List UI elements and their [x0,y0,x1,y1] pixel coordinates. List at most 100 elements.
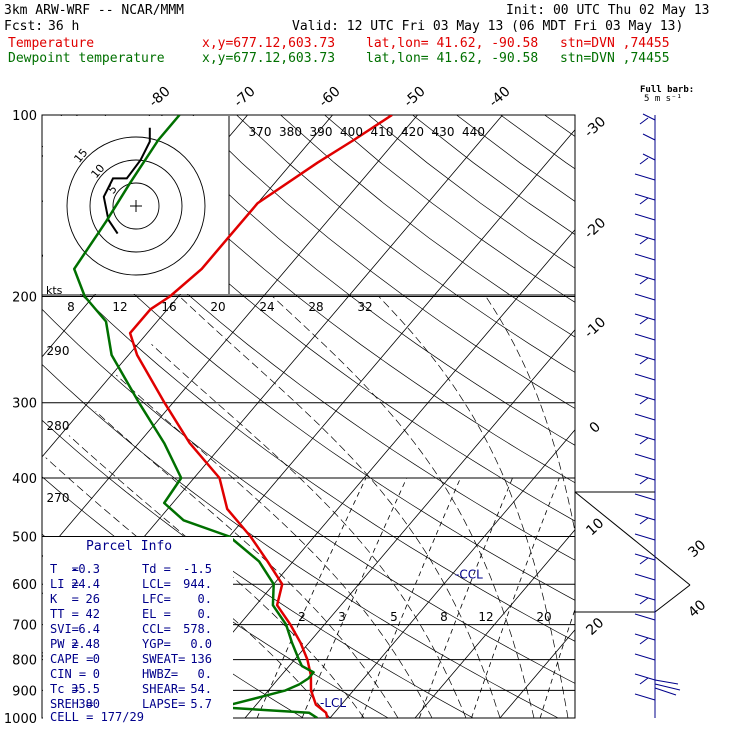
parcel-info-cell: LCL= [142,577,171,591]
dry-adiabat-line [42,145,575,561]
parcel-info-cell: 0 [92,652,100,666]
dewpoint-trace [72,115,318,718]
parcel-info-cell: 5.7 [190,697,212,711]
wind-barb [634,413,656,421]
wind-barb [634,453,656,461]
parcel-info-cell: 2.48 [71,637,100,651]
parcel-info-cell: -1.5 [183,562,212,576]
theta-label: 390 [310,125,333,139]
wind-barb [634,373,656,381]
theta-label: 430 [432,125,455,139]
wind-barb [634,293,656,301]
wind-barb [639,117,649,125]
frame-extension [654,584,691,613]
wind-barb [639,677,649,685]
parcel-info-cell: 578. [183,622,212,636]
dry-adiabat-line [236,115,575,373]
wind-barb [642,133,656,141]
isotherm-line [670,115,740,718]
isotherm-label: -60 [316,83,344,110]
wind-barb [634,253,656,261]
hodograph-speed-label: 12 [112,300,127,314]
forecast-hour: 36 h [48,19,80,34]
dry-adiabat-line [104,115,575,484]
mixing-ratio-label: 12 [478,610,493,624]
hodograph-trace [102,127,151,235]
plot-frame [41,114,576,719]
dry-adiabat-line [412,115,575,235]
wind-barb [639,517,649,525]
moist-adiabat-line [151,344,467,718]
parcel-info-cell: 6.4 [78,622,100,636]
wind-barb [634,533,656,541]
init-time: Init: 00 UTC Thu 02 May 13 [506,3,710,18]
temp-station: stn=DVN ,74455 [560,36,670,51]
wind-barb [634,173,656,181]
hodograph-ring [66,136,206,276]
wind-barb [634,393,656,401]
moist-adiabat-line [116,374,433,718]
wind-barb [639,397,649,405]
mixing-ratio-line [301,477,408,718]
dewpoint-legend: Dewpoint temperature [8,51,165,66]
dew-xy: x,y=677.12,603.73 [202,51,336,66]
pressure-label: 500 [12,530,37,545]
isotherm-label: -70 [231,83,259,110]
wind-barb [654,679,681,696]
wind-barb [634,233,656,241]
parcel-info-cell: 0 [92,667,100,681]
isotherm-label: -50 [401,83,429,110]
wind-barb [634,553,656,561]
parcel-info-cell: -0.3 [71,562,100,576]
isotherm-label: -20 [581,215,609,242]
wind-barb [634,333,656,341]
pressure-label: 1000 [4,712,37,727]
wind-barb [639,317,649,325]
dew-latlon: lat,lon= 41.62, -90.58 [366,51,539,66]
isotherm-line [42,115,418,558]
dry-adiabat-line [148,115,575,446]
mixing-ratio-line [539,608,575,718]
isotherm-label: -80 [146,83,174,110]
wind-barb [634,353,656,361]
parcel-cell: CELL = 177/29 [50,710,144,724]
hodograph-speed-label: 28 [308,300,323,314]
wind-barb [639,437,649,445]
wind-barb [639,237,649,245]
barb-legend-title: Full barb: [640,85,695,95]
theta-label: 290 [47,344,70,358]
valid-time: Valid: 12 UTC Fri 03 May 13 (06 MDT Fri … [292,19,684,34]
wind-barb [634,653,656,661]
isotherm-label: 30 [685,537,709,561]
wind-barb [639,357,649,365]
isotherm-label: 20 [583,615,607,639]
theta-label: 410 [371,125,394,139]
hodograph-units: kts [46,284,63,297]
parcel-info-cell: T = [50,562,79,576]
isotherm-line [585,115,740,718]
dry-adiabat-line [500,115,575,170]
pressure-label: 600 [12,578,37,593]
parcel-info-panel [43,537,233,719]
dry-adiabat-line [60,115,575,522]
isotherm-label: -10 [581,314,609,341]
wind-barb [642,153,656,161]
parcel-info-cell: 0.0 [190,637,212,651]
parcel-info-cell: LAPSE= [142,697,186,711]
wind-barb [639,637,649,645]
theta-label: 440 [462,125,485,139]
isotherm-line [244,329,575,718]
moist-adiabat-line [272,296,535,718]
wind-barb [639,277,649,285]
pressure-label: 200 [12,291,37,306]
wind-barb [634,193,656,201]
parcel-info-cell: 380 [78,697,100,711]
wind-barbs [634,113,681,718]
theta-label: 420 [401,125,424,139]
parcel-info-title: Parcel Info [86,539,173,554]
parcel-info-cell: SHEAR= [142,682,186,696]
wind-barb [634,613,656,621]
parcel-info-cell: TT = [50,607,79,621]
